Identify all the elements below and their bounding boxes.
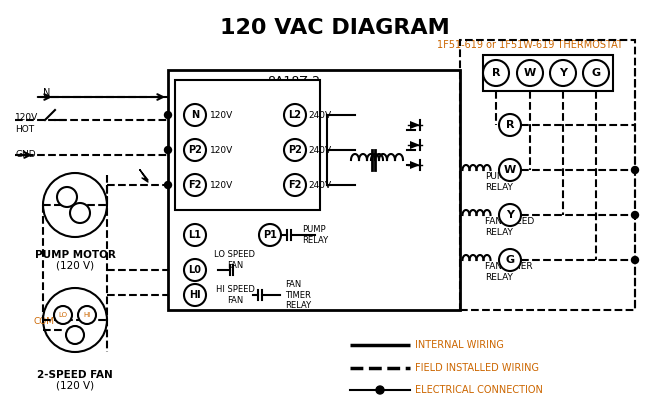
Circle shape: [66, 326, 84, 344]
Circle shape: [583, 60, 609, 86]
Text: HOT: HOT: [15, 125, 34, 134]
Text: FAN SPEED
RELAY: FAN SPEED RELAY: [485, 217, 534, 237]
Circle shape: [632, 166, 639, 173]
Text: F2: F2: [188, 180, 202, 190]
Bar: [168, 70, 460, 310]
Text: L2: L2: [289, 110, 302, 120]
Text: R: R: [492, 68, 500, 78]
Circle shape: [483, 60, 509, 86]
Text: L0: L0: [188, 265, 202, 275]
Circle shape: [184, 104, 206, 126]
Text: G: G: [505, 255, 515, 265]
Text: 1F51-619 or 1F51W-619 THERMOSTAT: 1F51-619 or 1F51W-619 THERMOSTAT: [437, 40, 623, 50]
Text: HI: HI: [189, 290, 201, 300]
Text: (120 V): (120 V): [56, 260, 94, 270]
Circle shape: [165, 147, 172, 153]
Circle shape: [184, 139, 206, 161]
Text: COM: COM: [34, 318, 55, 326]
Circle shape: [184, 224, 206, 246]
Text: 120V: 120V: [210, 181, 233, 189]
Circle shape: [517, 60, 543, 86]
Text: 240V: 240V: [308, 145, 331, 155]
Text: W: W: [524, 68, 536, 78]
Circle shape: [499, 159, 521, 181]
Circle shape: [43, 173, 107, 237]
Text: 120V: 120V: [210, 111, 233, 119]
Circle shape: [499, 249, 521, 271]
Bar: [175, 80, 320, 210]
Text: PUMP MOTOR: PUMP MOTOR: [35, 250, 115, 260]
Circle shape: [57, 187, 77, 207]
Circle shape: [184, 284, 206, 306]
Circle shape: [632, 256, 639, 264]
Text: 2-SPEED FAN: 2-SPEED FAN: [37, 370, 113, 380]
Text: FAN TIMER
RELAY: FAN TIMER RELAY: [485, 262, 533, 282]
Bar: [483, 55, 613, 91]
Text: 120V: 120V: [210, 145, 233, 155]
Text: F2: F2: [288, 180, 302, 190]
Polygon shape: [410, 141, 420, 149]
Text: P2: P2: [288, 145, 302, 155]
Circle shape: [165, 181, 172, 189]
Polygon shape: [410, 161, 420, 169]
Text: G: G: [592, 68, 600, 78]
Circle shape: [499, 204, 521, 226]
Text: Y: Y: [559, 68, 567, 78]
Text: N: N: [43, 88, 50, 98]
Text: R: R: [506, 120, 515, 130]
Circle shape: [632, 212, 639, 218]
Circle shape: [184, 259, 206, 281]
Text: 240V: 240V: [308, 111, 331, 119]
Text: INTERNAL WIRING: INTERNAL WIRING: [415, 340, 504, 350]
Text: (120 V): (120 V): [56, 380, 94, 390]
Circle shape: [284, 104, 306, 126]
Text: HI SPEED
FAN: HI SPEED FAN: [216, 285, 255, 305]
Circle shape: [54, 306, 72, 324]
Text: 120V: 120V: [15, 113, 38, 122]
Text: P2: P2: [188, 145, 202, 155]
Text: PUMP
RELAY: PUMP RELAY: [302, 225, 328, 245]
Circle shape: [43, 288, 107, 352]
Circle shape: [70, 203, 90, 223]
Circle shape: [184, 174, 206, 196]
Text: 240V: 240V: [308, 181, 331, 189]
Polygon shape: [410, 121, 420, 129]
Text: W: W: [504, 165, 516, 175]
Circle shape: [376, 386, 384, 394]
Text: N: N: [191, 110, 199, 120]
Circle shape: [165, 111, 172, 119]
Text: Y: Y: [506, 210, 514, 220]
Text: LO SPEED
FAN: LO SPEED FAN: [214, 250, 255, 270]
Circle shape: [78, 306, 96, 324]
Text: HI: HI: [83, 312, 90, 318]
Text: 120 VAC DIAGRAM: 120 VAC DIAGRAM: [220, 18, 450, 38]
Circle shape: [284, 139, 306, 161]
Text: ELECTRICAL CONNECTION: ELECTRICAL CONNECTION: [415, 385, 543, 395]
Text: FAN
TIMER
RELAY: FAN TIMER RELAY: [285, 280, 311, 310]
Text: P1: P1: [263, 230, 277, 240]
Text: 8A18Z-2: 8A18Z-2: [267, 75, 320, 88]
Text: LO: LO: [58, 312, 68, 318]
Circle shape: [499, 114, 521, 136]
Circle shape: [550, 60, 576, 86]
Text: FIELD INSTALLED WIRING: FIELD INSTALLED WIRING: [415, 363, 539, 373]
Text: GND: GND: [15, 150, 36, 159]
Text: L1: L1: [188, 230, 202, 240]
Text: PUMP
RELAY: PUMP RELAY: [485, 172, 513, 192]
Circle shape: [284, 174, 306, 196]
Circle shape: [259, 224, 281, 246]
Bar: [460, 40, 635, 310]
